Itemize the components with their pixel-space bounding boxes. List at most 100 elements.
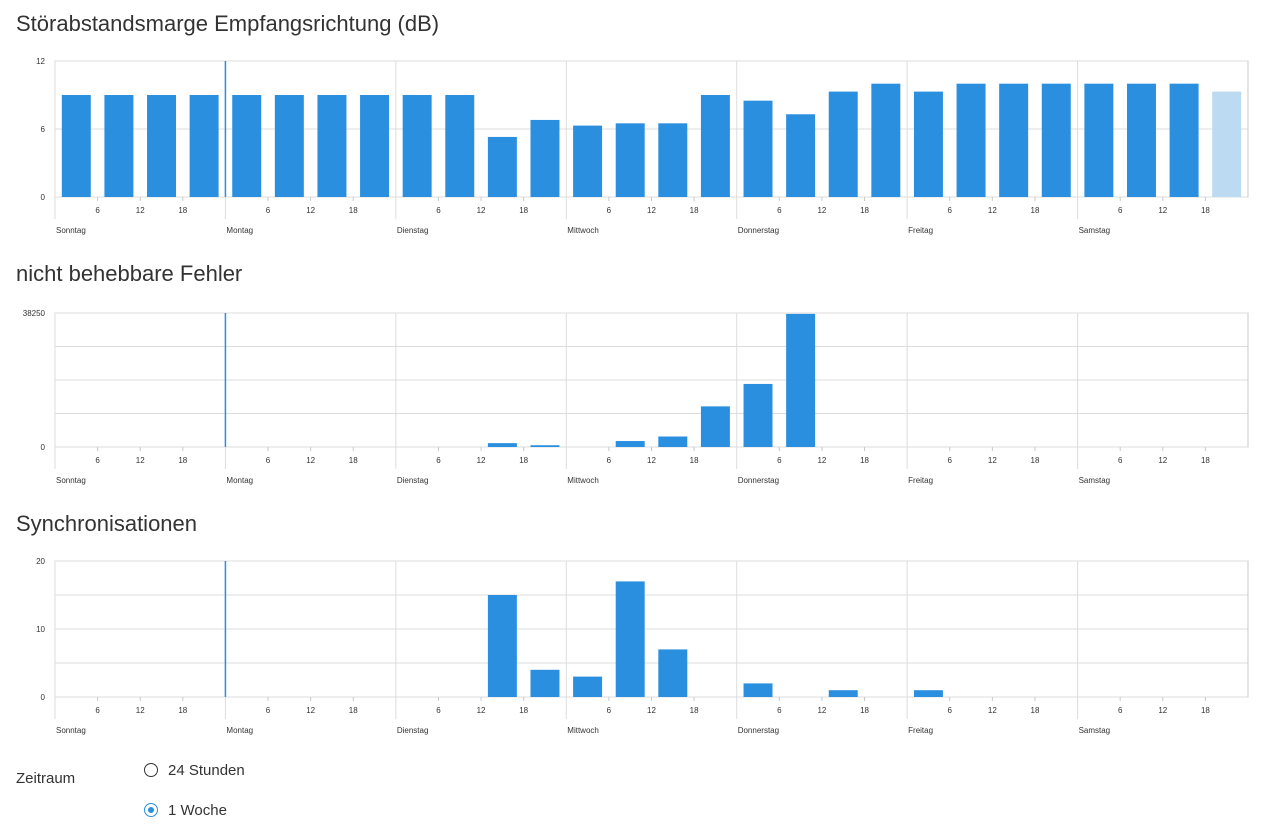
bar [913, 91, 943, 197]
y-tick-label: 0 [41, 443, 46, 452]
x-hour-label: 6 [266, 206, 271, 215]
bar [1041, 83, 1071, 197]
x-hour-label: 18 [1031, 456, 1040, 465]
timespan-option-label: 1 Woche [168, 801, 227, 819]
timespan-option-week[interactable]: 1 Woche [144, 800, 227, 820]
x-day-label: Donnerstag [738, 476, 779, 485]
x-day-label: Freitag [908, 726, 933, 735]
bar [871, 83, 901, 197]
timespan-option-24h[interactable]: 24 Stunden [144, 760, 245, 780]
bar [700, 406, 730, 447]
x-hour-label: 6 [95, 706, 100, 715]
x-hour-label: 18 [519, 206, 528, 215]
x-hour-label: 18 [519, 706, 528, 715]
x-day-label: Montag [226, 726, 253, 735]
x-hour-label: 12 [817, 206, 826, 215]
x-hour-label: 6 [95, 456, 100, 465]
x-hour-label: 12 [988, 706, 997, 715]
x-hour-label: 6 [1118, 706, 1123, 715]
y-tick-label: 10 [36, 625, 45, 634]
x-day-label: Freitag [908, 226, 933, 235]
x-day-label: Dienstag [397, 726, 429, 735]
y-tick-label: 0 [41, 693, 46, 702]
bar [232, 95, 262, 197]
x-hour-label: 6 [436, 706, 441, 715]
x-hour-label: 6 [1118, 206, 1123, 215]
x-hour-label: 18 [349, 706, 358, 715]
x-hour-label: 18 [690, 706, 699, 715]
x-hour-label: 6 [436, 206, 441, 215]
x-hour-label: 6 [607, 206, 612, 215]
x-day-label: Montag [226, 226, 253, 235]
x-day-label: Donnerstag [738, 226, 779, 235]
chart-title: nicht behebbare Fehler [16, 261, 243, 286]
x-hour-label: 12 [306, 706, 315, 715]
bar [828, 690, 858, 697]
x-hour-label: 6 [607, 706, 612, 715]
x-day-label: Samstag [1079, 476, 1111, 485]
x-hour-label: 6 [948, 706, 953, 715]
bar [743, 383, 773, 447]
bar [487, 136, 517, 197]
chart-canvas: 20 10 0 Sonntag 6 12 18 Montag 6 12 18 Dienstag 6 12 1… [36, 557, 1249, 735]
bar [658, 436, 688, 447]
bar [573, 676, 603, 697]
x-hour-label: 18 [1031, 706, 1040, 715]
x-hour-label: 12 [136, 206, 145, 215]
bar [1169, 83, 1199, 197]
bar [956, 83, 986, 197]
chart-uncorrectable-errors: nicht behebbare Fehler 38250 0 Sonntag 6 12 1… [0, 250, 1275, 500]
x-day-label: Sonntag [56, 726, 86, 735]
bar [786, 313, 816, 447]
x-hour-label: 18 [519, 456, 528, 465]
x-hour-label: 12 [647, 706, 656, 715]
x-hour-label: 6 [948, 456, 953, 465]
x-hour-label: 12 [306, 456, 315, 465]
radio-unchecked-icon[interactable] [144, 763, 158, 777]
x-day-label: Mittwoch [567, 226, 599, 235]
x-day-label: Montag [226, 476, 253, 485]
y-tick-label: 0 [41, 193, 46, 202]
y-tick-label: 20 [36, 557, 45, 566]
bar [530, 119, 560, 197]
x-hour-label: 6 [1118, 456, 1123, 465]
bar [828, 91, 858, 197]
x-day-label: Samstag [1079, 226, 1111, 235]
x-hour-label: 12 [306, 206, 315, 215]
x-day-label: Freitag [908, 476, 933, 485]
bar [700, 95, 730, 197]
x-hour-label: 18 [178, 706, 187, 715]
timespan-label: Zeitraum [16, 770, 76, 787]
bar [104, 95, 134, 197]
x-hour-label: 12 [647, 206, 656, 215]
x-hour-label: 12 [477, 706, 486, 715]
chart-title: Synchronisationen [16, 511, 198, 536]
x-hour-label: 18 [1201, 456, 1210, 465]
bar [658, 649, 688, 697]
y-tick-label: 6 [41, 125, 46, 134]
x-hour-label: 12 [136, 456, 145, 465]
bar [530, 669, 560, 697]
bar [189, 95, 219, 197]
x-hour-label: 6 [777, 706, 782, 715]
bar [147, 95, 177, 197]
x-day-label: Mittwoch [567, 726, 599, 735]
x-hour-label: 12 [988, 456, 997, 465]
x-hour-label: 12 [817, 456, 826, 465]
x-day-label: Samstag [1079, 726, 1111, 735]
chart-canvas: 12 6 0 Sonntag 6 12 18 Montag 6 12 18 Dienstag 6 12 18… [36, 57, 1249, 235]
x-hour-label: 18 [1201, 706, 1210, 715]
bar [743, 100, 773, 197]
chart-title: Störabstandsmarge Empfangsrichtung (dB) [16, 11, 440, 36]
bar [530, 445, 560, 447]
x-hour-label: 12 [1158, 456, 1167, 465]
x-hour-label: 6 [777, 206, 782, 215]
radio-checked-icon[interactable] [144, 803, 158, 817]
x-hour-label: 12 [136, 706, 145, 715]
bar [402, 95, 432, 197]
x-day-label: Sonntag [56, 476, 86, 485]
x-hour-label: 18 [349, 206, 358, 215]
bar [615, 441, 645, 447]
x-hour-label: 18 [1201, 206, 1210, 215]
bar [360, 95, 390, 197]
